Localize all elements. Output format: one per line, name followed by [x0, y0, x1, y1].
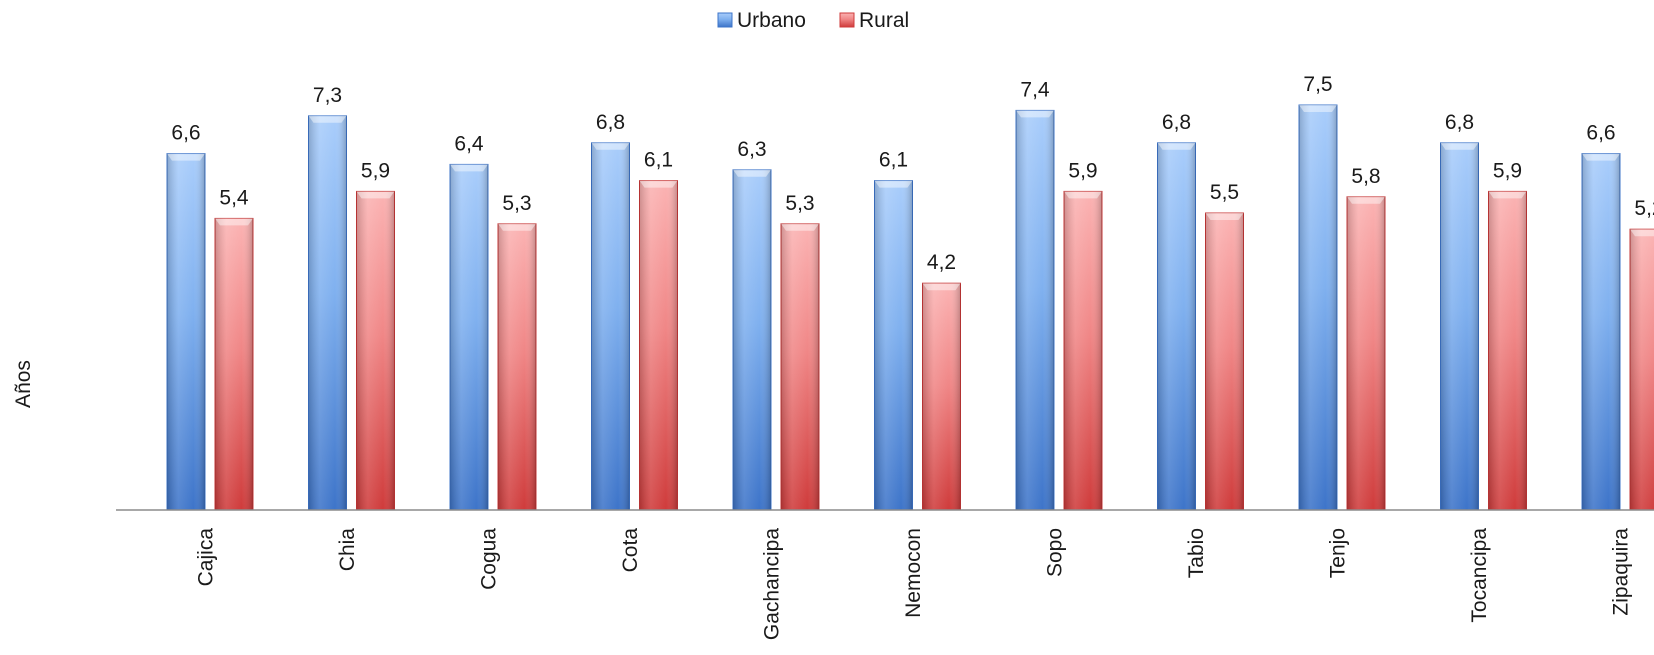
data-label-rural-cota: 6,1	[644, 149, 673, 172]
category-label-cogua: Cogua	[478, 528, 501, 590]
y-axis-label: Años	[12, 360, 35, 408]
data-label-rural-cajica: 5,4	[219, 186, 249, 209]
category-labels-layer: Cajica Chia Cogua Cota Gachancipa Nemocon Sopo…	[195, 528, 1633, 640]
data-label-urbano-sopo: 7,4	[1020, 78, 1050, 101]
legend-label-urbano: Urbano	[737, 9, 806, 32]
legend-swatch-urbano	[717, 12, 733, 28]
category-label-tenjo: Tenjo	[1327, 528, 1350, 578]
bar-urbano-cogua	[449, 163, 489, 511]
data-label-urbano-tenjo: 7,5	[1303, 73, 1332, 96]
data-label-rural-sopo: 5,9	[1068, 159, 1097, 182]
data-label-rural-chia: 5,9	[361, 159, 390, 182]
data-label-urbano-zipaquira: 6,6	[1586, 122, 1615, 145]
bar-urbano-tocancipa	[1440, 142, 1479, 511]
bar-rural-gachancipa	[780, 223, 820, 511]
bar-rural-cajica	[214, 217, 254, 511]
bar-urbano-cajica	[166, 153, 206, 511]
data-label-rural-tenjo: 5,8	[1351, 165, 1380, 188]
data-label-rural-tocancipa: 5,9	[1493, 159, 1522, 182]
category-label-gachancipa: Gachancipa	[761, 528, 784, 640]
legend-label-rural: Rural	[859, 9, 909, 32]
data-label-urbano-chia: 7,3	[313, 84, 342, 107]
data-label-rural-zipaquira: 5,2	[1634, 197, 1654, 220]
data-label-urbano-cajica: 6,6	[171, 122, 200, 145]
bar-rural-cota	[639, 180, 678, 511]
category-label-tocancipa: Tocancipa	[1468, 528, 1491, 623]
bar-rural-tenjo	[1346, 196, 1386, 511]
bar-rural-tabio	[1205, 212, 1244, 511]
bars-layer	[166, 104, 1654, 511]
bar-urbano-gachancipa	[732, 169, 772, 511]
category-label-cajica: Cajica	[195, 528, 218, 587]
data-label-urbano-gachancipa: 6,3	[737, 138, 766, 161]
bar-rural-chia	[356, 190, 395, 511]
data-label-urbano-cota: 6,8	[596, 111, 625, 134]
category-label-zipaquira: Zipaquira	[1610, 528, 1633, 616]
data-label-rural-gachancipa: 5,3	[785, 192, 814, 215]
data-label-urbano-nemocon: 6,1	[879, 149, 908, 172]
bar-rural-tocancipa	[1488, 190, 1527, 511]
data-label-rural-tabio: 5,5	[1210, 181, 1239, 204]
category-label-tabio: Tabio	[1185, 528, 1208, 578]
bar-urbano-zipaquira	[1581, 153, 1621, 511]
data-label-urbano-tabio: 6,8	[1162, 111, 1191, 134]
category-label-nemocon: Nemocon	[902, 528, 925, 618]
bar-urbano-cota	[591, 142, 630, 511]
bar-rural-sopo	[1063, 190, 1103, 511]
bar-urbano-tenjo	[1298, 104, 1338, 511]
bar-rural-nemocon	[922, 282, 961, 511]
data-labels-layer: 6,6 5,4 7,3 5,9 6,4 5,3 6,8 6,1 6,3 5,3 6,1 4,2 7,4 5…	[171, 73, 1654, 274]
bar-rural-zipaquira	[1629, 228, 1654, 511]
category-label-chia: Chia	[336, 528, 359, 572]
bar-urbano-sopo	[1015, 109, 1055, 511]
category-label-sopo: Sopo	[1044, 528, 1067, 577]
bar-rural-cogua	[497, 223, 537, 511]
data-label-rural-cogua: 5,3	[502, 192, 531, 215]
data-label-rural-nemocon: 4,2	[927, 251, 956, 274]
data-label-urbano-cogua: 6,4	[454, 132, 484, 155]
legend: Urbano Rural	[717, 9, 909, 32]
category-label-cota: Cota	[619, 528, 642, 573]
bar-urbano-chia	[308, 115, 347, 511]
data-label-urbano-tocancipa: 6,8	[1445, 111, 1474, 134]
legend-swatch-rural	[839, 12, 855, 28]
bar-urbano-tabio	[1157, 142, 1196, 511]
bar-urbano-nemocon	[874, 180, 913, 511]
